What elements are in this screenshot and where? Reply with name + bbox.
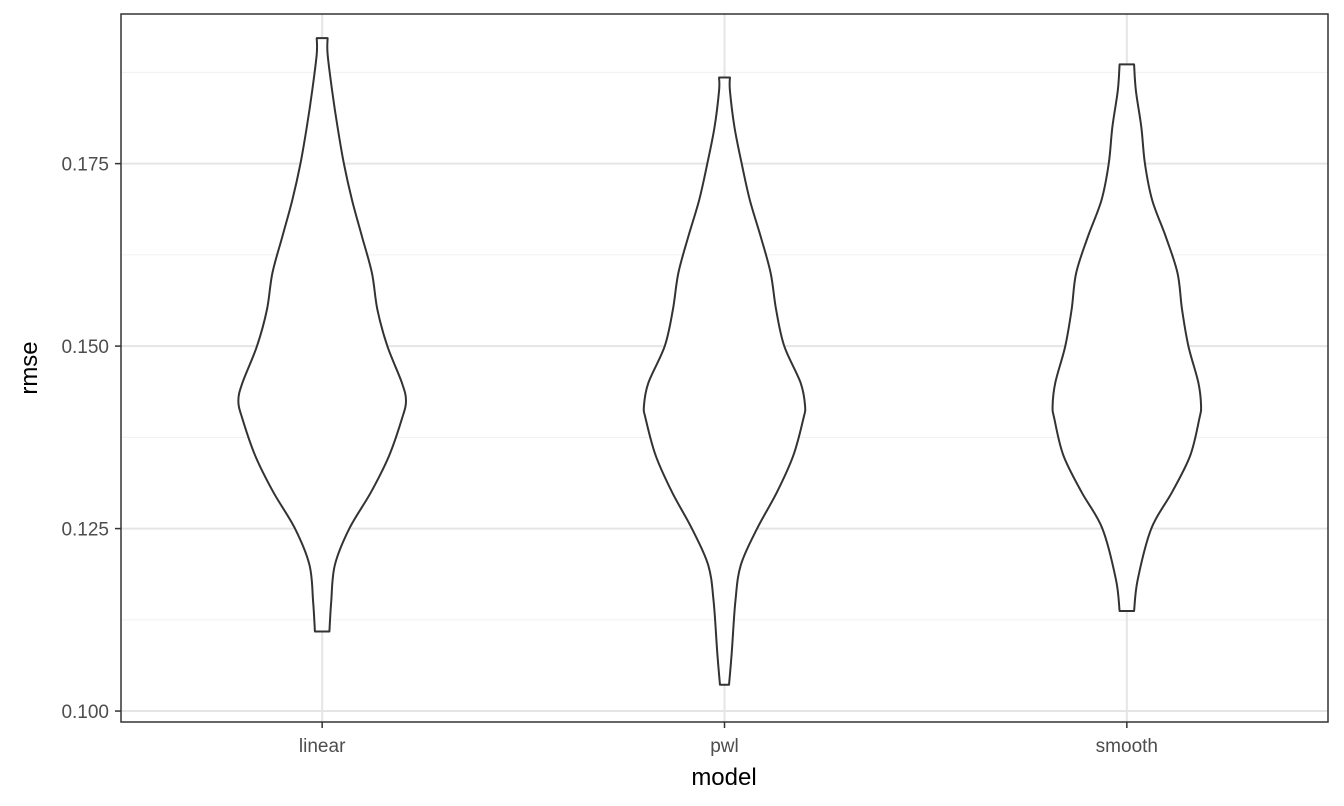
x-tick-label: pwl [710, 736, 739, 757]
violin-linear [237, 37, 407, 633]
x-tick-label: linear [299, 736, 346, 757]
x-axis-title: model [691, 764, 756, 791]
violins [237, 37, 1203, 686]
x-tick-label: smooth [1096, 736, 1158, 757]
axes: 0.100 0.125 0.150 0.175 linear pwl smooth [61, 155, 1158, 757]
y-axis-title: rmse [16, 341, 43, 394]
y-tick-label: 0.150 [61, 337, 109, 358]
violin-smooth [1051, 63, 1203, 613]
violin-pwl [642, 76, 807, 686]
y-tick-label: 0.100 [61, 702, 109, 723]
y-tick-label: 0.125 [61, 520, 109, 541]
y-tick-label: 0.175 [61, 155, 109, 176]
